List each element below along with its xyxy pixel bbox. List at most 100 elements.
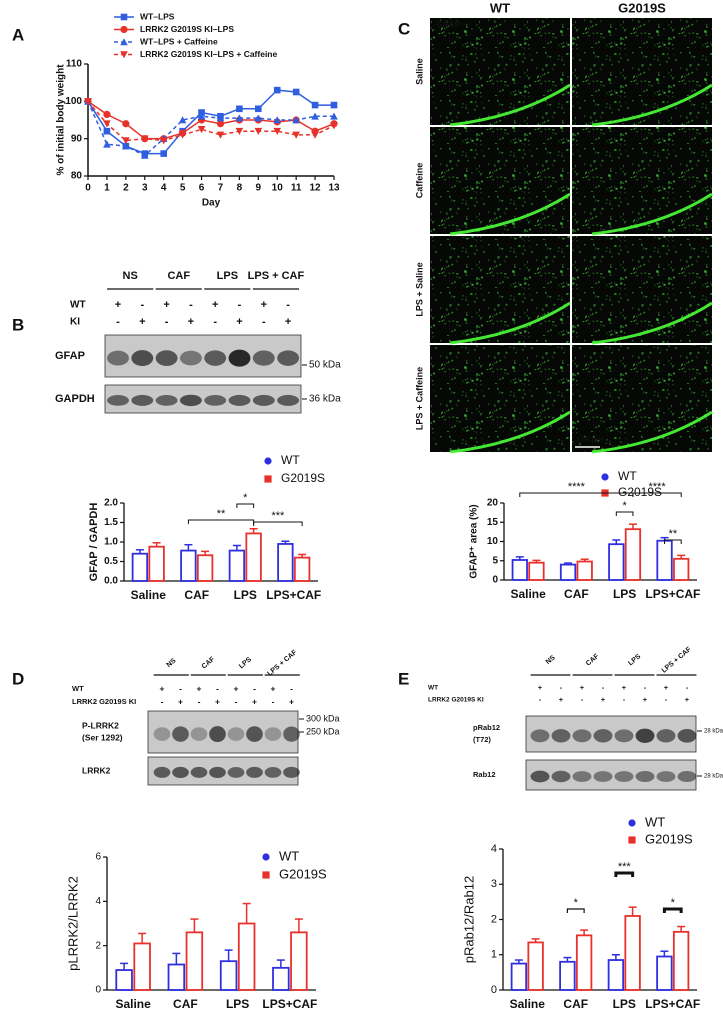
blot-band bbox=[283, 766, 300, 778]
data-point bbox=[122, 120, 130, 128]
row-label: WT bbox=[72, 684, 84, 693]
sign: + bbox=[236, 316, 242, 328]
bar bbox=[293, 556, 311, 582]
significance-bracket bbox=[187, 519, 255, 524]
significance-label: ** bbox=[217, 508, 226, 520]
bar bbox=[608, 543, 625, 581]
y-tick-label: 2.0 bbox=[104, 498, 118, 509]
blot-band bbox=[677, 771, 697, 782]
band-label: Rab12 bbox=[473, 770, 496, 779]
micrograph-image bbox=[430, 236, 570, 343]
blot-band bbox=[264, 727, 282, 741]
x-tick-label: LPS bbox=[226, 997, 249, 1011]
legend-marker bbox=[628, 836, 636, 844]
sign: - bbox=[560, 683, 563, 692]
y-tick-label: 15 bbox=[487, 517, 499, 528]
significance-label: * bbox=[243, 492, 248, 504]
tissue-edge bbox=[591, 301, 713, 345]
significance-label: *** bbox=[618, 861, 632, 873]
x-tick-label: 0 bbox=[85, 183, 91, 194]
significance-label: * bbox=[574, 897, 579, 909]
bar bbox=[131, 552, 149, 582]
significance-bracket bbox=[519, 492, 634, 497]
data-point bbox=[311, 112, 319, 120]
bar bbox=[228, 549, 246, 582]
bar bbox=[559, 563, 577, 581]
blot-band bbox=[131, 394, 154, 406]
x-tick-label: LPS+CAF bbox=[645, 997, 700, 1011]
bar bbox=[656, 955, 673, 991]
x-tick-label: Saline bbox=[115, 997, 151, 1011]
micrograph-image bbox=[430, 127, 570, 234]
blot-band bbox=[677, 728, 697, 743]
y-tick-label: 80 bbox=[71, 171, 83, 182]
data-point bbox=[216, 114, 225, 122]
legend-marker bbox=[120, 51, 128, 59]
data-point bbox=[122, 142, 130, 150]
significance-bracket bbox=[662, 907, 683, 913]
x-tick-label: LPS bbox=[234, 588, 257, 602]
row-label: Caffeine bbox=[414, 163, 424, 199]
size-label: 28 kDa bbox=[704, 774, 723, 780]
sign: - bbox=[272, 696, 275, 706]
band-label: (T72) bbox=[473, 735, 491, 744]
row-label: WT bbox=[70, 300, 86, 311]
micrograph-image bbox=[572, 18, 712, 125]
panel-label: E bbox=[398, 669, 409, 688]
significance-bracket bbox=[236, 503, 255, 508]
y-tick-label: 0.0 bbox=[104, 576, 118, 587]
blot-band bbox=[277, 350, 300, 366]
y-tick-label: 1.5 bbox=[104, 517, 118, 528]
sign: - bbox=[644, 683, 647, 692]
sign: - bbox=[235, 696, 238, 706]
sign: + bbox=[271, 683, 276, 693]
bar bbox=[237, 922, 256, 991]
sign: - bbox=[189, 299, 193, 311]
panel-label: A bbox=[12, 25, 24, 44]
y-tick-label: 4 bbox=[95, 896, 101, 907]
y-tick-label: 10 bbox=[487, 536, 499, 547]
micrograph-image bbox=[430, 345, 570, 452]
blot-band bbox=[155, 350, 178, 366]
sign: - bbox=[198, 696, 201, 706]
y-tick-label: 2 bbox=[95, 940, 101, 951]
bar bbox=[510, 962, 528, 991]
group-label: LPS bbox=[238, 656, 253, 670]
data-point bbox=[292, 131, 300, 139]
x-tick-label: LPS+CAF bbox=[262, 997, 317, 1011]
data-point bbox=[197, 126, 206, 134]
legend-marker bbox=[262, 853, 270, 861]
data-point bbox=[330, 122, 338, 130]
blot-band bbox=[153, 727, 171, 741]
data-point bbox=[122, 137, 130, 145]
size-label: 50 kDa bbox=[309, 360, 341, 371]
sign: - bbox=[290, 683, 293, 693]
x-tick-label: 5 bbox=[180, 183, 186, 194]
y-tick-label: 100 bbox=[65, 96, 82, 107]
band-label: pRab12 bbox=[473, 723, 500, 732]
sign: + bbox=[580, 683, 585, 692]
sign: + bbox=[685, 695, 690, 704]
y-axis-label: % of initial body weight bbox=[56, 64, 67, 176]
bar bbox=[527, 941, 544, 991]
blot-band bbox=[228, 349, 251, 367]
y-axis-label: pRab12/Rab12 bbox=[461, 876, 476, 963]
significance-label: **** bbox=[649, 481, 667, 493]
legend-marker bbox=[264, 457, 272, 465]
data-point bbox=[273, 86, 281, 94]
row-label: LPS + Caffeine bbox=[414, 367, 424, 430]
column-label: G2019S bbox=[618, 0, 666, 15]
blot-band bbox=[155, 395, 178, 406]
blot-band bbox=[252, 394, 275, 406]
legend-marker bbox=[120, 38, 128, 46]
sign: - bbox=[140, 299, 144, 311]
blot-band bbox=[227, 767, 245, 778]
y-tick-label: 1 bbox=[491, 949, 497, 961]
y-tick-label: 0.5 bbox=[104, 556, 118, 567]
data-point bbox=[216, 131, 225, 139]
significance-label: ** bbox=[669, 528, 678, 540]
group-label: CAF bbox=[201, 655, 217, 670]
blot-band bbox=[227, 727, 245, 741]
x-tick-label: 7 bbox=[218, 183, 224, 194]
blot-band bbox=[228, 394, 251, 406]
